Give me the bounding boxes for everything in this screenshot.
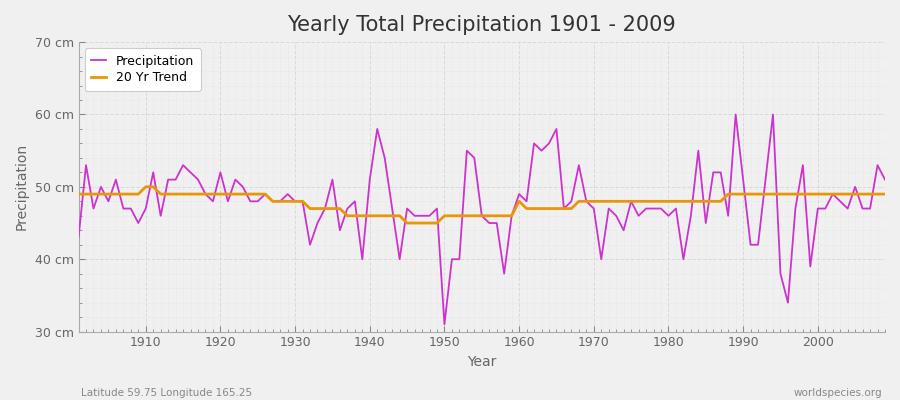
20 Yr Trend	[304, 206, 315, 211]
Text: Latitude 59.75 Longitude 165.25: Latitude 59.75 Longitude 165.25	[81, 388, 252, 398]
X-axis label: Year: Year	[467, 355, 497, 369]
Precipitation	[611, 213, 622, 218]
20 Yr Trend	[879, 192, 890, 196]
20 Yr Trend	[521, 206, 532, 211]
Precipitation	[514, 192, 525, 196]
Precipitation	[879, 177, 890, 182]
Precipitation	[133, 221, 144, 226]
Y-axis label: Precipitation: Precipitation	[15, 143, 29, 230]
Precipitation	[297, 199, 308, 204]
Line: 20 Yr Trend: 20 Yr Trend	[78, 187, 885, 223]
Precipitation	[521, 199, 532, 204]
Title: Yearly Total Precipitation 1901 - 2009: Yearly Total Precipitation 1901 - 2009	[287, 15, 676, 35]
Text: worldspecies.org: worldspecies.org	[794, 388, 882, 398]
20 Yr Trend	[133, 192, 144, 196]
Precipitation	[730, 112, 741, 117]
Precipitation	[439, 322, 450, 327]
20 Yr Trend	[401, 221, 412, 226]
20 Yr Trend	[140, 184, 151, 189]
20 Yr Trend	[528, 206, 539, 211]
Legend: Precipitation, 20 Yr Trend: Precipitation, 20 Yr Trend	[85, 48, 201, 91]
20 Yr Trend	[73, 192, 84, 196]
20 Yr Trend	[618, 199, 629, 204]
Line: Precipitation: Precipitation	[78, 114, 885, 324]
20 Yr Trend	[349, 213, 360, 218]
Precipitation	[73, 235, 84, 240]
Precipitation	[342, 206, 353, 211]
